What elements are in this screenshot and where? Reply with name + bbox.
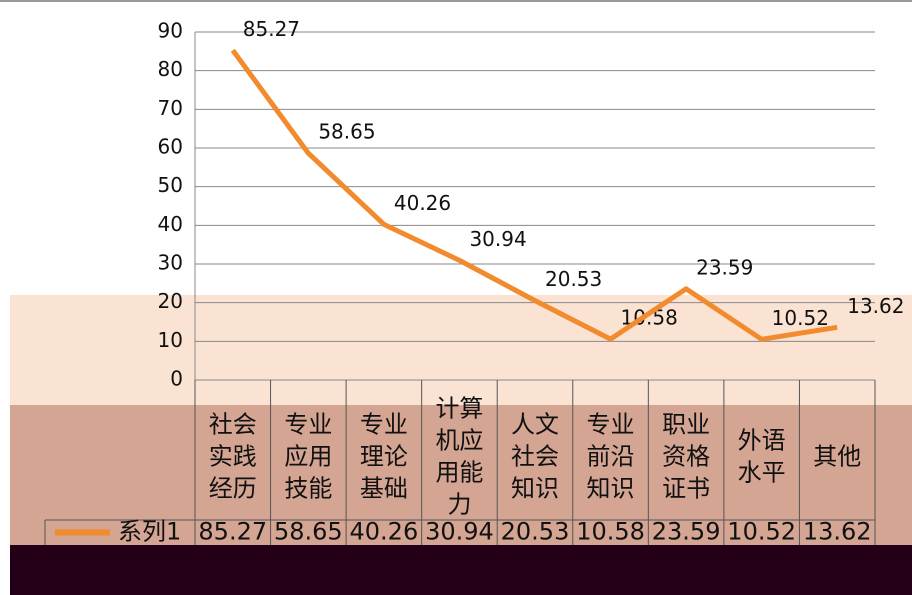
table-value: 20.53 <box>501 518 570 546</box>
x-category-label: 外语水平 <box>738 427 786 487</box>
y-tick-label: 10 <box>158 328 183 352</box>
legend-label: 系列1 <box>118 518 181 546</box>
band-table <box>10 405 912 545</box>
series-line <box>230 48 838 342</box>
y-tick-label: 20 <box>158 289 183 313</box>
x-category-label: 职业资格证书 <box>662 411 710 503</box>
table-value: 85.27 <box>198 518 267 546</box>
x-category-label: 其他 <box>813 443 861 471</box>
band-peach <box>10 295 912 405</box>
y-tick-label: 60 <box>158 135 183 159</box>
x-category-label: 人文社会知识 <box>511 411 559 503</box>
table-value: 30.94 <box>425 518 494 546</box>
data-label: 10.52 <box>772 306 829 330</box>
data-label: 85.27 <box>243 17 300 41</box>
x-category-label: 社会实践经历 <box>209 411 257 503</box>
y-tick-label: 40 <box>158 212 183 236</box>
y-tick-label: 0 <box>170 367 183 391</box>
table-value: 10.52 <box>727 518 796 546</box>
x-category-label: 专业应用技能 <box>284 411 332 503</box>
table-value: 58.65 <box>274 518 343 546</box>
table-value: 10.58 <box>576 518 645 546</box>
band-dark <box>10 545 912 595</box>
table-value: 13.62 <box>803 518 872 546</box>
data-label: 58.65 <box>318 120 375 144</box>
y-tick-label: 70 <box>158 96 183 120</box>
y-tick-label: 50 <box>158 173 183 197</box>
table-value: 23.59 <box>652 518 721 546</box>
data-label: 30.94 <box>469 227 526 251</box>
x-category-label: 专业前沿知识 <box>587 411 635 503</box>
y-tick-label: 80 <box>158 57 183 81</box>
table-value: 40.26 <box>350 518 419 546</box>
x-category-label: 专业理论基础 <box>360 411 408 503</box>
x-category-label: 计算机应用能力 <box>435 395 483 519</box>
data-label: 40.26 <box>394 191 451 215</box>
y-tick-label: 90 <box>158 19 183 43</box>
border <box>0 0 912 2</box>
data-label: 13.62 <box>847 294 904 318</box>
y-tick-label: 30 <box>158 251 183 275</box>
data-label: 23.59 <box>696 255 753 279</box>
data-label: 20.53 <box>545 267 602 291</box>
